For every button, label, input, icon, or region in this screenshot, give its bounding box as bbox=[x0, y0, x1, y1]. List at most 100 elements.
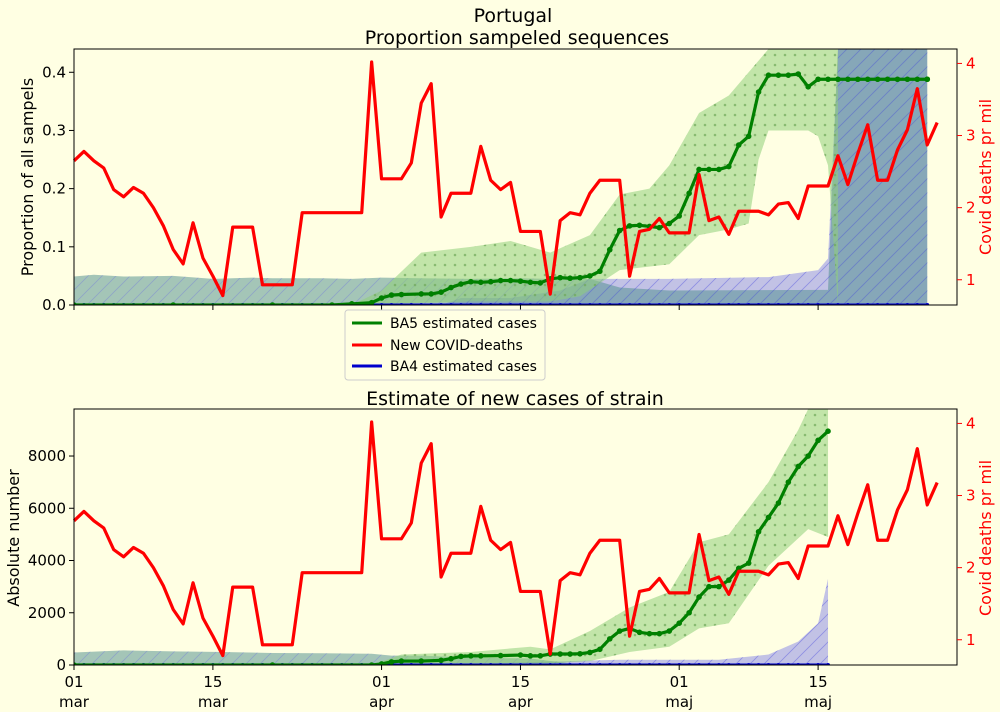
ba5-point bbox=[507, 277, 514, 284]
ba5-point bbox=[438, 289, 444, 296]
ba5-point bbox=[864, 76, 871, 83]
legend-label-ba4: BA4 estimated cases bbox=[390, 359, 537, 375]
ba5-point bbox=[686, 609, 692, 616]
bottom-ylabel: Absolute number bbox=[4, 469, 23, 607]
ba5-point bbox=[468, 278, 474, 285]
ba5-point bbox=[924, 76, 931, 83]
ba5-point bbox=[368, 299, 375, 305]
y-tick-label: 0.3 bbox=[42, 121, 66, 139]
ba5-point bbox=[398, 291, 405, 298]
ba5-point bbox=[269, 302, 276, 305]
y-tick-label: 0.2 bbox=[42, 180, 66, 198]
ba5-point bbox=[557, 651, 563, 657]
ba5-point bbox=[269, 662, 276, 665]
ba5-point bbox=[716, 166, 722, 173]
ba5-point bbox=[458, 653, 464, 660]
ba5-point bbox=[527, 279, 534, 286]
ba5-point bbox=[537, 280, 544, 286]
ba5-point bbox=[666, 220, 673, 227]
ba5-point bbox=[696, 166, 702, 173]
legend-label-ba5: BA5 estimated cases bbox=[390, 316, 537, 332]
x-tick-label-day: 15 bbox=[203, 673, 222, 691]
ba5-point bbox=[74, 662, 77, 665]
ba5-point bbox=[666, 628, 673, 634]
x-tick-label-day: 15 bbox=[511, 673, 530, 691]
x-tick-label-month: apr bbox=[508, 693, 534, 711]
x-tick-label-month: mar bbox=[198, 693, 229, 711]
ba5-point bbox=[348, 301, 355, 305]
ba5-point bbox=[587, 273, 593, 279]
ba5-point bbox=[616, 227, 623, 234]
ba5-point bbox=[726, 163, 732, 170]
y-tick-label: 0.1 bbox=[42, 238, 66, 256]
ba5-point bbox=[567, 275, 573, 282]
ba5-point bbox=[755, 89, 762, 95]
ba5-point bbox=[567, 651, 573, 657]
top-title-line1: Portugal bbox=[474, 5, 553, 27]
ba5-point bbox=[854, 76, 861, 83]
top-plot: 0.0 0.1 0.2 0.3 0.4 1 2 3 4 bbox=[42, 48, 976, 314]
plot-frame bbox=[73, 48, 958, 306]
ba5-point bbox=[418, 291, 425, 297]
bottom-y2label: Covid deaths pr mil bbox=[976, 460, 995, 616]
ba5-band-dots bbox=[74, 409, 829, 665]
ba5-point bbox=[815, 437, 821, 444]
ba5-point bbox=[884, 76, 891, 83]
y2-tick-label: 1 bbox=[966, 631, 976, 649]
ba5-point bbox=[606, 246, 613, 253]
ba5-point bbox=[497, 277, 504, 284]
ba4-band-hatch bbox=[74, 578, 829, 665]
x-tick-label-month: apr bbox=[369, 693, 395, 711]
ba5-point bbox=[686, 190, 692, 197]
ba5-point bbox=[636, 222, 643, 229]
x-tick-label-day: 15 bbox=[809, 673, 828, 691]
ba5-point bbox=[835, 76, 841, 83]
y-tick-label: 0.0 bbox=[42, 296, 66, 314]
ba5-point bbox=[795, 71, 802, 77]
x-tick-label-day: 01 bbox=[64, 673, 83, 691]
ba5-point bbox=[874, 76, 881, 83]
x-tick-label-month: maj bbox=[665, 693, 693, 711]
ba5-point bbox=[477, 279, 484, 286]
ba5-point bbox=[577, 274, 583, 281]
ba5-point bbox=[676, 620, 683, 627]
x-tick-label-month: maj bbox=[804, 693, 832, 711]
ba5-point bbox=[587, 649, 593, 656]
ba5-point bbox=[438, 657, 444, 664]
ba5-point bbox=[914, 76, 921, 83]
ba5-point bbox=[616, 628, 623, 634]
ba5-point bbox=[448, 655, 454, 662]
ba5-point bbox=[845, 76, 851, 83]
ba5-point bbox=[477, 653, 484, 659]
top-ylabel: Proportion of all sampels bbox=[18, 78, 37, 276]
ba5-point bbox=[785, 72, 792, 78]
ba5-point bbox=[825, 428, 831, 435]
ba5-point bbox=[418, 658, 425, 664]
deaths-line bbox=[72, 420, 939, 658]
plot-frame bbox=[73, 408, 958, 666]
ba5-point bbox=[775, 500, 782, 506]
y-tick-label: 0.4 bbox=[42, 63, 66, 81]
ba5-point bbox=[646, 630, 653, 637]
x-tick-label-day: 01 bbox=[670, 673, 689, 691]
ba5-point bbox=[775, 72, 782, 78]
ba5-point bbox=[606, 636, 613, 642]
y-tick-label: 6000 bbox=[28, 499, 66, 517]
ba5-point bbox=[696, 594, 702, 600]
ba5-point bbox=[368, 662, 375, 665]
ba5-point bbox=[825, 76, 831, 83]
ba5-point bbox=[428, 291, 434, 297]
ba5-point bbox=[527, 653, 534, 659]
ba5-point bbox=[745, 133, 752, 140]
ba5-point bbox=[904, 76, 911, 83]
y2-tick-label: 3 bbox=[966, 487, 976, 505]
x-tick-label-day: 01 bbox=[372, 673, 391, 691]
ba5-point bbox=[458, 281, 464, 287]
y2-tick-label: 4 bbox=[966, 54, 976, 72]
ba5-point bbox=[805, 84, 811, 90]
ba5-point bbox=[735, 142, 742, 148]
ba5-point bbox=[815, 76, 821, 83]
y2-tick-label: 3 bbox=[966, 127, 976, 145]
ba5-point bbox=[468, 653, 474, 659]
bottom-title: Estimate of new cases of strain bbox=[366, 388, 664, 410]
